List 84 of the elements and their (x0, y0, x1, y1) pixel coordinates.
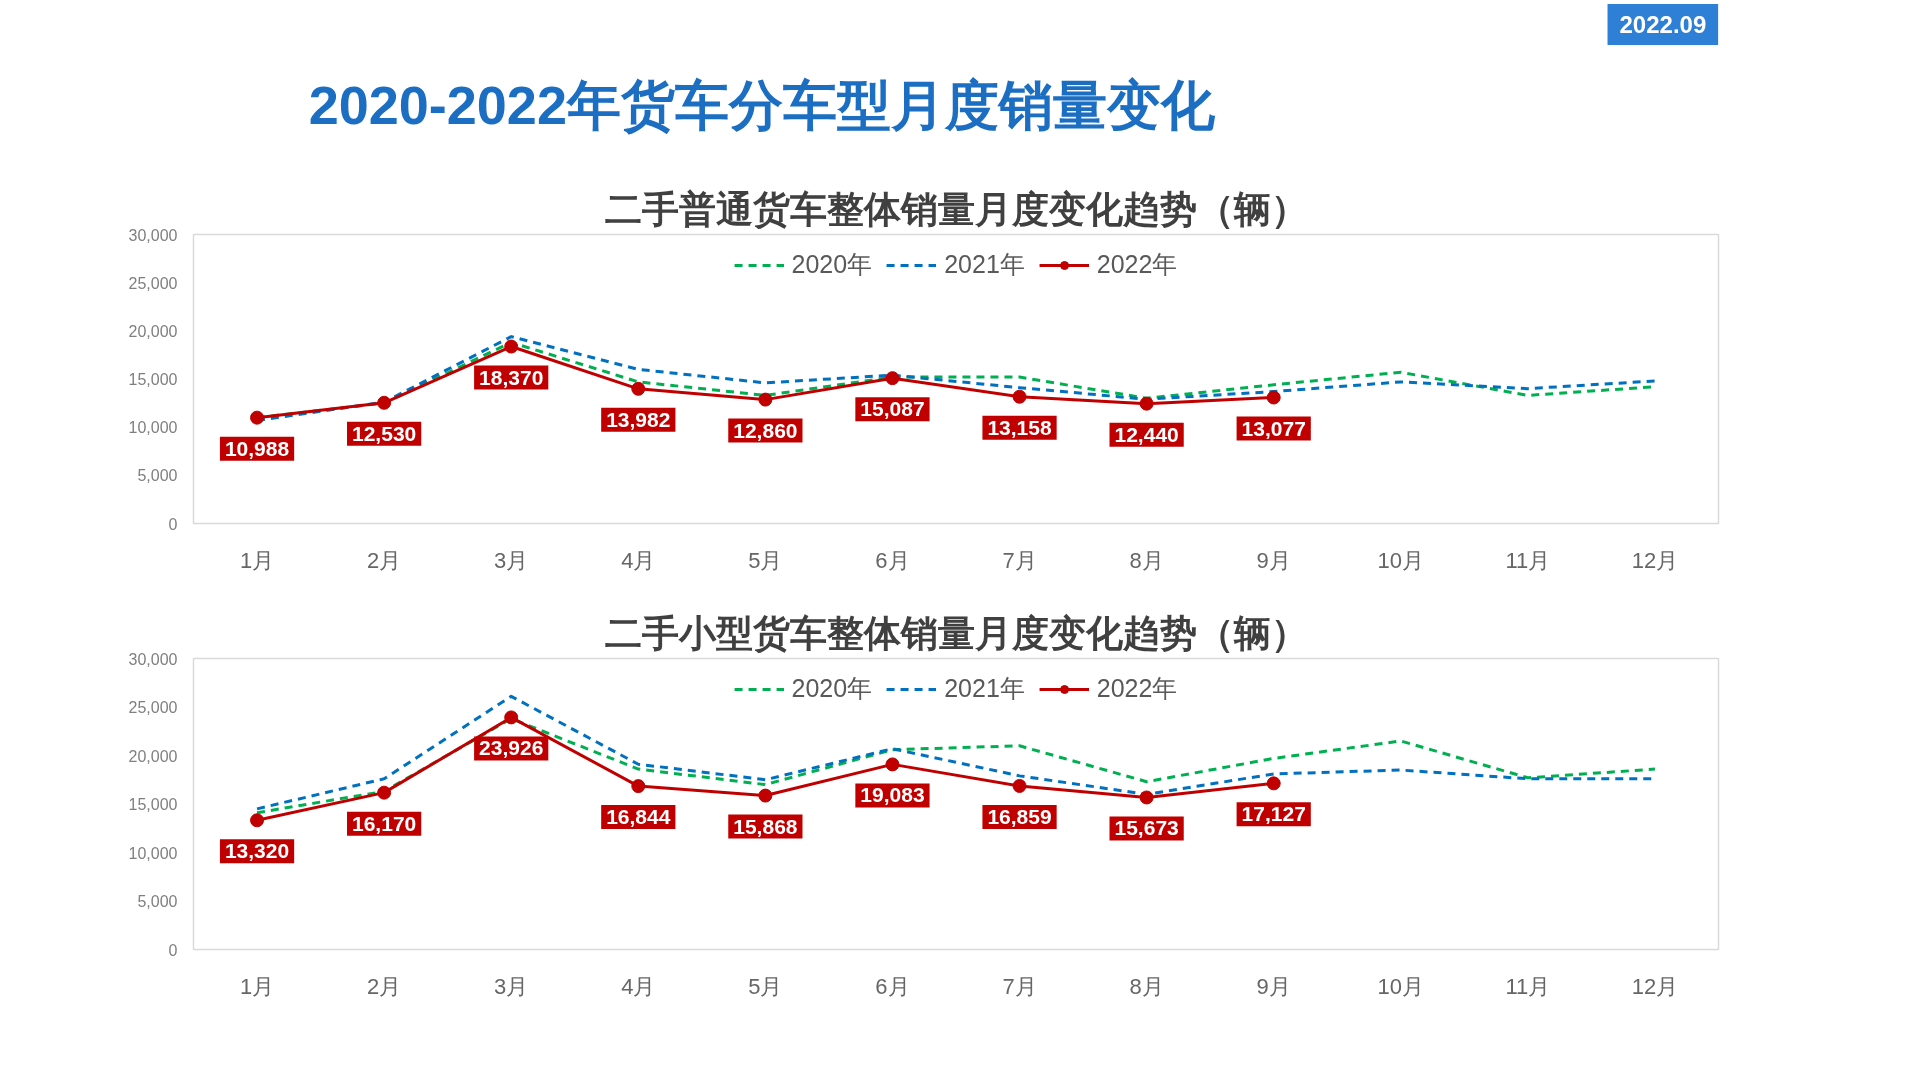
legend-label: 2021年 (944, 673, 1025, 704)
chart-title: 二手小型货车整体销量月度变化趋势（辆） (604, 612, 1308, 654)
point (885, 371, 900, 386)
x-tick-label: 10月 (1377, 547, 1425, 573)
text: 2020-2022年货车分车型月度销量变化 (308, 74, 1216, 135)
y-tick-label: 15,000 (128, 796, 178, 813)
x-tick-label: 2月 (367, 547, 402, 573)
x-tick-label: 5月 (748, 973, 783, 999)
x-tick-label: 7月 (1002, 973, 1037, 999)
data-label: 15,868 (733, 814, 798, 838)
data-label: 13,158 (987, 415, 1052, 439)
point (250, 410, 265, 425)
legend-label: 2020年 (791, 249, 873, 280)
data-label: 16,844 (606, 805, 671, 829)
data-label: 15,673 (1114, 816, 1179, 840)
y-tick-label: 15,000 (128, 371, 178, 388)
x-tick-label: 8月 (1129, 547, 1164, 573)
y-tick-label: 0 (168, 515, 178, 533)
point (377, 785, 392, 800)
x-tick-label: 3月 (494, 547, 529, 573)
legend-label: 2021年 (944, 249, 1025, 280)
x-tick-label: 6月 (875, 547, 910, 573)
y-tick-label: 30,000 (128, 650, 178, 668)
chart-title: 二手普通货车整体销量月度变化趋势（辆） (604, 188, 1308, 230)
data-label: 12,860 (733, 418, 798, 442)
y-tick-label: 10,000 (128, 419, 178, 437)
point (885, 757, 900, 772)
y-tick-label: 0 (168, 941, 178, 959)
data-label: 13,077 (1241, 416, 1306, 440)
data-label: 18,370 (479, 365, 544, 389)
point (1266, 776, 1281, 791)
x-tick-label: 4月 (621, 547, 656, 573)
point (250, 813, 265, 828)
y-tick-label: 5,000 (137, 467, 178, 485)
data-label: 10,988 (224, 436, 290, 460)
x-tick-label: 12月 (1631, 547, 1679, 573)
text: 2022.09 (1619, 11, 1707, 38)
data-label: 12,440 (1114, 422, 1179, 446)
point (631, 381, 646, 396)
x-tick-label: 8月 (1129, 973, 1164, 999)
x-tick-label: 11月 (1505, 547, 1551, 573)
point (504, 339, 519, 354)
point (1266, 390, 1281, 405)
legend-label: 2022年 (1096, 249, 1178, 280)
legend-label: 2022年 (1096, 673, 1178, 704)
point (758, 392, 773, 407)
data-label: 13,982 (606, 407, 671, 431)
y-tick-label: 5,000 (137, 893, 178, 910)
data-label: 19,083 (860, 783, 925, 807)
x-tick-label: 9月 (1256, 547, 1291, 573)
legend-label: 2020年 (791, 673, 873, 704)
y-tick-label: 20,000 (128, 747, 178, 765)
data-label: 16,859 (987, 804, 1052, 828)
point (1012, 778, 1027, 793)
point (1139, 790, 1154, 805)
y-tick-label: 30,000 (128, 226, 178, 244)
data-label: 15,087 (860, 397, 925, 421)
point (1012, 389, 1027, 404)
data-label: 13,320 (224, 839, 290, 863)
y-tick-label: 25,000 (128, 274, 178, 292)
x-tick-label: 3月 (494, 973, 529, 999)
x-tick-label: 11月 (1505, 973, 1551, 999)
x-tick-label: 7月 (1002, 547, 1037, 573)
x-tick-label: 5月 (748, 547, 783, 573)
point (504, 710, 519, 725)
data-label: 16,170 (352, 811, 417, 835)
point (377, 395, 392, 410)
x-tick-label: 1月 (239, 547, 275, 573)
y-tick-label: 25,000 (128, 699, 178, 716)
x-tick-label: 10月 (1377, 973, 1425, 999)
x-tick-label: 9月 (1256, 973, 1291, 999)
y-tick-label: 10,000 (128, 844, 178, 862)
data-label: 12,530 (352, 421, 417, 445)
x-tick-label: 1月 (239, 973, 275, 999)
point (631, 779, 646, 794)
data-label: 23,926 (479, 736, 544, 760)
point (758, 788, 773, 803)
x-tick-label: 6月 (875, 973, 910, 999)
y-tick-label: 20,000 (128, 322, 178, 340)
x-tick-label: 4月 (621, 973, 656, 999)
point (1139, 396, 1154, 411)
x-tick-label: 12月 (1631, 973, 1679, 999)
data-label: 17,127 (1241, 802, 1306, 826)
x-tick-label: 2月 (367, 973, 402, 999)
